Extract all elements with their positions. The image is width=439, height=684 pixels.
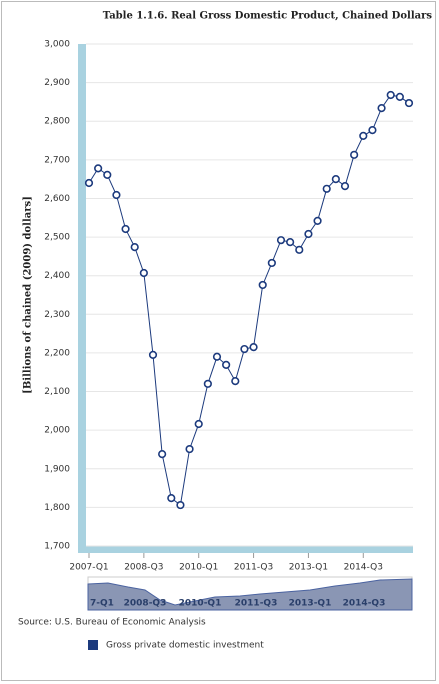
point [276, 236, 286, 245]
point [359, 131, 368, 141]
point [350, 150, 359, 159]
y-tick-label: 2,300 [44, 310, 70, 320]
y-tick-label: 1,800 [44, 503, 70, 513]
navigator-label: 7-Q1 [90, 599, 114, 609]
point [267, 258, 276, 268]
point [194, 419, 203, 429]
point [377, 104, 386, 113]
point [139, 268, 148, 278]
point [112, 190, 121, 200]
point [185, 444, 194, 454]
x-tick-label: 2014-Q3 [344, 563, 383, 573]
y-tick-label: 2,600 [44, 194, 70, 204]
y-tick-label: 1,900 [44, 464, 70, 474]
y-tick-label: 2,900 [44, 78, 70, 88]
point [158, 449, 167, 459]
navigator-label: 2008-Q3 [124, 599, 167, 609]
point [148, 350, 158, 359]
navigator-label: 2010-Q1 [179, 599, 222, 609]
y-tick-label: 2,200 [44, 348, 70, 358]
y-tick-label: 2,000 [44, 426, 70, 436]
chart-title: Table 1.1.6. Real Gross Domestic Product… [103, 11, 433, 22]
point [304, 229, 313, 239]
point [130, 243, 139, 252]
y-tick-label: 3,000 [44, 40, 70, 50]
point [222, 360, 231, 369]
point [395, 92, 404, 102]
source: Source: U.S. Bureau of Economic Analysis [18, 618, 206, 628]
point [313, 216, 322, 225]
navigator-label: 2011-Q3 [235, 599, 278, 609]
y-axis-label: [Billions of chained (2009) dollars] [23, 196, 34, 394]
y-tick-label: 2,800 [44, 117, 70, 127]
y-tick-label: 1,700 [44, 542, 70, 552]
point [368, 126, 377, 135]
x-tick-label: 2007-Q1 [69, 563, 108, 573]
y-tick-label: 2,700 [44, 155, 70, 165]
point [249, 343, 258, 352]
point [331, 175, 340, 184]
legend-swatch [88, 640, 98, 650]
point [322, 184, 331, 193]
point [258, 280, 267, 290]
point [103, 170, 112, 180]
x-tick-label: 2011-Q3 [234, 563, 273, 573]
point [286, 237, 295, 247]
point [94, 164, 103, 173]
y-axis-band [78, 44, 86, 553]
x-axis-band [78, 546, 413, 553]
point [167, 494, 176, 503]
x-tick-label: 2010-Q1 [179, 563, 218, 573]
point [121, 224, 130, 234]
point [84, 178, 94, 188]
x-tick-label: 2008-Q3 [124, 563, 163, 573]
y-tick-label: 2,400 [44, 271, 70, 281]
navigator-label: 2013-Q1 [289, 599, 332, 609]
point [176, 500, 185, 510]
legend-label: Gross private domestic investment [106, 641, 264, 651]
x-tick-label: 2013-Q1 [289, 563, 328, 573]
point [231, 377, 240, 386]
point [386, 90, 395, 100]
point [404, 98, 414, 108]
y-tick-label: 2,100 [44, 387, 70, 397]
navigator-label: 2014-Q3 [343, 599, 386, 609]
point [203, 379, 212, 388]
point [240, 344, 249, 354]
point [295, 245, 304, 254]
navigator-area [87, 578, 413, 611]
point [212, 352, 222, 361]
y-tick-label: 2,500 [44, 233, 70, 243]
point [340, 182, 350, 191]
